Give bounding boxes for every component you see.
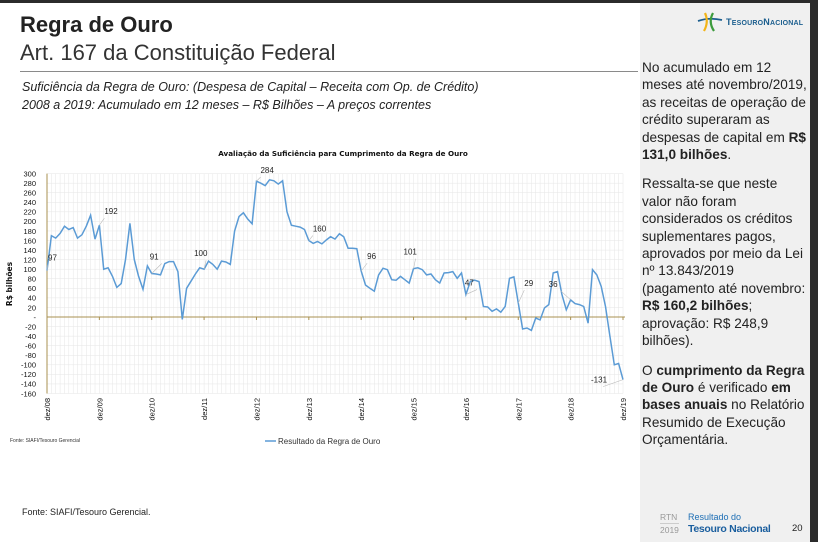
x-tick-label: dez/19: [619, 398, 628, 421]
y-axis-label: R$ bilhões: [5, 261, 14, 306]
data-label: -131: [591, 376, 608, 385]
y-tick-label: -100: [21, 361, 36, 370]
data-label: 100: [194, 249, 208, 258]
y-tick-label: -80: [25, 351, 36, 360]
page-subtitle: Art. 167 da Constituição Federal: [20, 40, 336, 65]
data-label: 97: [48, 254, 57, 263]
y-tick-label: 60: [28, 284, 36, 293]
y-tick-label: 260: [23, 189, 36, 198]
data-label-leader: [151, 263, 162, 274]
x-tick-label: dez/17: [514, 398, 523, 421]
page-number: 20: [792, 523, 803, 534]
data-label: 101: [404, 248, 418, 257]
gridlines: [46, 173, 624, 394]
y-tick-label: 80: [28, 275, 36, 284]
data-label-leader: [308, 235, 314, 241]
data-label-leader: [99, 218, 105, 226]
y-tick-label: 280: [23, 179, 36, 188]
logo-text: TESOURONACIONAL: [726, 17, 804, 27]
y-tick-label: 240: [23, 198, 36, 207]
rtn-brand: Resultado do Tesouro Nacional: [688, 512, 771, 535]
data-label: 284: [260, 166, 274, 175]
data-label-leader: [256, 177, 261, 182]
chart-description-line2: 2008 a 2019: Acumulado em 12 meses – R$ …: [22, 98, 432, 112]
y-tick-label: 140: [23, 246, 36, 255]
y-tick-label: -20: [25, 322, 36, 331]
rtn-badge: RTN 2019: [660, 512, 679, 535]
data-label-leader: [360, 262, 368, 272]
y-tick-label: 20: [28, 303, 36, 312]
x-tick-label: dez/18: [567, 398, 576, 421]
x-tick-label: dez/13: [305, 398, 314, 421]
data-label: 36: [549, 280, 558, 289]
series-line-resultado: [46, 178, 624, 380]
axes: [46, 173, 625, 394]
y-tick-label: 160: [23, 236, 36, 245]
y-tick-label: 100: [23, 265, 36, 274]
y-tick-label: 200: [23, 217, 36, 226]
x-tick-label: dez/11: [200, 398, 209, 420]
data-label-leader: [518, 290, 525, 304]
chart-description-line1: Suficiência da Regra de Ouro: (Despesa d…: [22, 80, 479, 94]
data-label: 160: [313, 225, 327, 234]
y-tick-label: -: [34, 313, 37, 322]
data-label: 91: [150, 253, 159, 262]
y-tick-label: -60: [25, 341, 36, 350]
title-divider: [20, 71, 638, 72]
tick-labels: 3002802602402202001801601401201008060402…: [21, 169, 628, 420]
data-label-leader: [413, 258, 416, 269]
y-tick-label: 40: [28, 294, 36, 303]
y-tick-label: 300: [23, 169, 36, 178]
data-label: 96: [367, 252, 376, 261]
data-label-leader: [560, 290, 571, 301]
y-tick-label: -140: [21, 380, 36, 389]
panel-text: No acumulado em 12 meses até novembro/20…: [642, 59, 808, 461]
panel-paragraph-2: Ressalta-se que neste valor não foram co…: [642, 176, 806, 349]
y-tick-label: -120: [21, 370, 36, 379]
data-label: 29: [524, 279, 533, 288]
page-title: Regra de Ouro: [20, 12, 173, 37]
chart-title: Avaliação da Suficiência para Cumpriment…: [218, 149, 468, 158]
x-tick-label: dez/10: [148, 398, 157, 421]
x-tick-label: dez/08: [43, 398, 52, 421]
legend-label: Resultado da Regra de Ouro: [278, 437, 381, 446]
line-chart: Avaliação da Suficiência para Cumpriment…: [5, 149, 628, 446]
slide-source: Fonte: SIAFI/Tesouro Gerencial.: [22, 507, 151, 517]
data-labels: 97 192 91 100 284 160 96 101 47 29 36 -131: [46, 166, 624, 387]
data-label: 47: [465, 279, 474, 288]
data-label-leader: [465, 289, 478, 295]
side-panel: [640, 3, 810, 542]
x-tick-label: dez/12: [252, 398, 261, 421]
y-tick-label: 120: [23, 255, 36, 264]
y-tick-label: -160: [21, 389, 36, 398]
star-logo-icon: [697, 12, 723, 32]
data-label-leader: [46, 264, 49, 271]
x-tick-label: dez/09: [95, 398, 104, 421]
x-tick-label: dez/15: [410, 398, 419, 421]
x-tick-label: dez/16: [462, 398, 471, 421]
panel-paragraph-1: No acumulado em 12 meses até novembro/20…: [642, 60, 807, 163]
tesouro-nacional-logo: TESOURONACIONAL: [697, 12, 803, 32]
data-label: 192: [104, 207, 118, 216]
data-label-leader: [602, 379, 624, 387]
slide: [0, 3, 640, 542]
x-tick-label: dez/14: [357, 398, 366, 421]
panel-paragraph-3: O cumprimento da Regra de Ouro é verific…: [642, 362, 805, 448]
y-tick-label: 220: [23, 208, 36, 217]
chart-source-note: Fonte: SIAFI/Tesouro Gerencial: [10, 438, 81, 444]
data-label-leader: [203, 260, 207, 270]
y-tick-label: 180: [23, 227, 36, 236]
y-tick-label: -40: [25, 332, 36, 341]
